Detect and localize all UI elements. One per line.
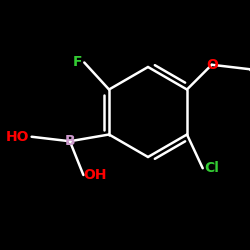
Text: F: F bbox=[73, 56, 82, 70]
Text: Cl: Cl bbox=[205, 161, 220, 175]
Text: O: O bbox=[206, 58, 218, 72]
Text: HO: HO bbox=[6, 130, 30, 144]
Text: OH: OH bbox=[84, 168, 107, 182]
Text: B: B bbox=[64, 134, 75, 148]
